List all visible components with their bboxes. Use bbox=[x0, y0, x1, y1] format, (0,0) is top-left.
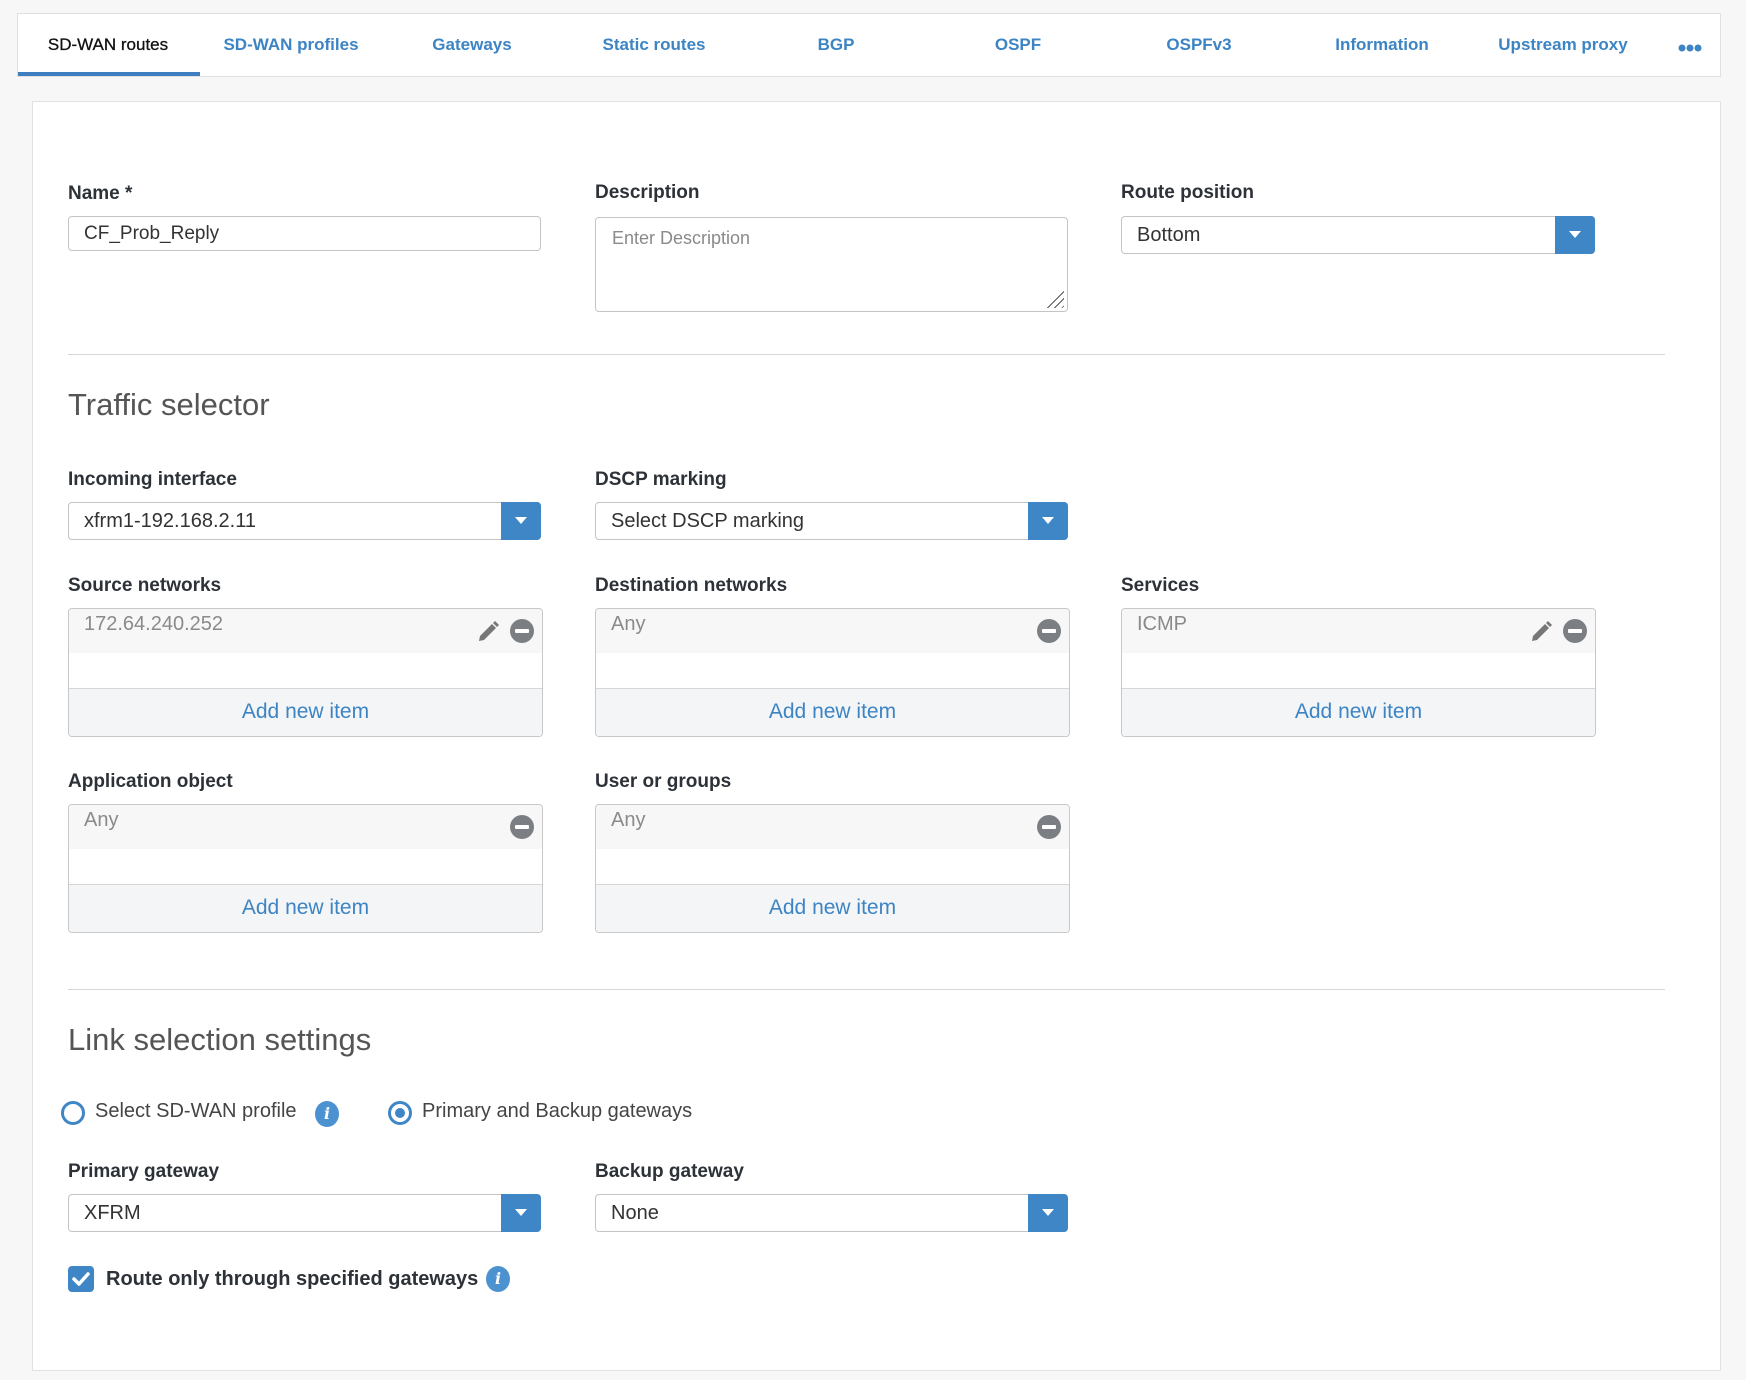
list-item-text: Any bbox=[611, 613, 646, 635]
description-label: Description bbox=[595, 182, 700, 203]
tab-sd-wan-profiles[interactable]: SD-WAN profiles bbox=[223, 35, 359, 54]
destination-networks-label: Destination networks bbox=[595, 575, 788, 596]
tab-upstream-proxy[interactable]: Upstream proxy bbox=[1498, 35, 1628, 54]
tab-information[interactable]: Information bbox=[1335, 35, 1429, 54]
dscp-marking-value: Select DSCP marking bbox=[611, 510, 805, 532]
pencil-icon[interactable] bbox=[1527, 617, 1555, 645]
dscp-marking-label: DSCP marking bbox=[595, 469, 727, 490]
source-networks-list: 172.64.240.252 Add new item bbox=[68, 608, 543, 737]
checkmark-icon bbox=[72, 1272, 90, 1286]
incoming-interface-label: Incoming interface bbox=[68, 469, 237, 490]
list-item-text: 172.64.240.252 bbox=[84, 613, 224, 635]
add-new-item-button[interactable]: Add new item bbox=[596, 688, 1069, 736]
list-item: Any bbox=[596, 609, 1069, 653]
tab-static-routes[interactable]: Static routes bbox=[602, 35, 706, 54]
add-new-item-button[interactable]: Add new item bbox=[69, 884, 542, 932]
user-or-groups-list: Any Add new item bbox=[595, 804, 1070, 933]
route-only-checkbox[interactable] bbox=[68, 1266, 94, 1292]
incoming-interface-select[interactable]: xfrm1-192.168.2.11 bbox=[68, 502, 541, 540]
source-networks-label: Source networks bbox=[68, 575, 222, 596]
info-icon[interactable]: i bbox=[486, 1266, 510, 1292]
route-position-select[interactable]: Bottom bbox=[1121, 216, 1595, 254]
backup-gateway-label: Backup gateway bbox=[595, 1161, 744, 1182]
route-position-label: Route position bbox=[1121, 182, 1254, 203]
tab-bgp[interactable]: BGP bbox=[817, 35, 855, 54]
backup-gateway-select[interactable]: None bbox=[595, 1194, 1068, 1232]
add-new-item-button[interactable]: Add new item bbox=[69, 688, 542, 736]
traffic-selector-heading: Traffic selector bbox=[68, 387, 270, 422]
active-tab-indicator bbox=[18, 72, 200, 76]
tab-ospf[interactable]: OSPF bbox=[994, 35, 1042, 54]
add-new-item-button[interactable]: Add new item bbox=[1122, 688, 1595, 736]
description-textarea[interactable]: Enter Description bbox=[595, 217, 1068, 312]
primary-gateway-label: Primary gateway bbox=[68, 1161, 220, 1182]
tab-ospfv3[interactable]: OSPFv3 bbox=[1166, 35, 1232, 54]
add-new-item-button[interactable]: Add new item bbox=[596, 884, 1069, 932]
primary-gateway-select[interactable]: XFRM bbox=[68, 1194, 541, 1232]
info-icon[interactable]: i bbox=[315, 1101, 339, 1127]
divider bbox=[68, 354, 1665, 355]
list-item: 172.64.240.252 bbox=[69, 609, 542, 653]
list-item-text: ICMP bbox=[1137, 613, 1187, 635]
dscp-marking-select[interactable]: Select DSCP marking bbox=[595, 502, 1068, 540]
chevron-down-icon[interactable] bbox=[1555, 216, 1595, 254]
more-tabs-ellipsis-icon[interactable] bbox=[1678, 40, 1702, 52]
services-list: ICMP Add new item bbox=[1121, 608, 1596, 737]
radio-label-sd-wan-profile: Select SD-WAN profile bbox=[95, 1100, 297, 1122]
remove-icon[interactable] bbox=[510, 815, 534, 839]
backup-gateway-value: None bbox=[611, 1202, 659, 1224]
radio-select-sd-wan-profile[interactable] bbox=[61, 1101, 85, 1125]
divider bbox=[68, 989, 1665, 990]
application-object-list: Any Add new item bbox=[68, 804, 543, 933]
name-input[interactable]: CF_Prob_Reply bbox=[68, 216, 541, 251]
chevron-down-icon[interactable] bbox=[501, 1194, 541, 1232]
route-position-value: Bottom bbox=[1137, 224, 1201, 246]
list-item: ICMP bbox=[1122, 609, 1595, 653]
application-object-label: Application object bbox=[68, 771, 233, 792]
tab-sd-wan-routes[interactable]: SD-WAN routes bbox=[47, 35, 169, 54]
services-label: Services bbox=[1121, 575, 1200, 596]
list-item-text: Any bbox=[611, 809, 646, 831]
remove-icon[interactable] bbox=[1037, 619, 1061, 643]
chevron-down-icon[interactable] bbox=[1028, 502, 1068, 540]
remove-icon[interactable] bbox=[510, 619, 534, 643]
destination-networks-list: Any Add new item bbox=[595, 608, 1070, 737]
remove-icon[interactable] bbox=[1037, 815, 1061, 839]
radio-primary-backup-gateways[interactable] bbox=[388, 1101, 412, 1125]
tab-bar: SD-WAN routes SD-WAN profiles Gateways S… bbox=[17, 13, 1721, 77]
resize-grip-icon[interactable] bbox=[1042, 286, 1064, 308]
list-item: Any bbox=[69, 805, 542, 849]
user-or-groups-label: User or groups bbox=[595, 771, 732, 792]
name-label: Name * bbox=[68, 183, 133, 204]
list-item: Any bbox=[596, 805, 1069, 849]
primary-gateway-value: XFRM bbox=[84, 1202, 141, 1224]
pencil-icon[interactable] bbox=[474, 617, 502, 645]
list-item-text: Any bbox=[84, 809, 119, 831]
remove-icon[interactable] bbox=[1563, 619, 1587, 643]
chevron-down-icon[interactable] bbox=[501, 502, 541, 540]
description-placeholder: Enter Description bbox=[612, 228, 751, 248]
incoming-interface-value: xfrm1-192.168.2.11 bbox=[84, 510, 256, 532]
radio-label-primary-backup-gateways: Primary and Backup gateways bbox=[422, 1100, 693, 1122]
route-only-label: Route only through specified gateways bbox=[106, 1268, 479, 1290]
link-selection-heading: Link selection settings bbox=[68, 1022, 372, 1057]
chevron-down-icon[interactable] bbox=[1028, 1194, 1068, 1232]
tab-gateways[interactable]: Gateways bbox=[432, 35, 512, 54]
